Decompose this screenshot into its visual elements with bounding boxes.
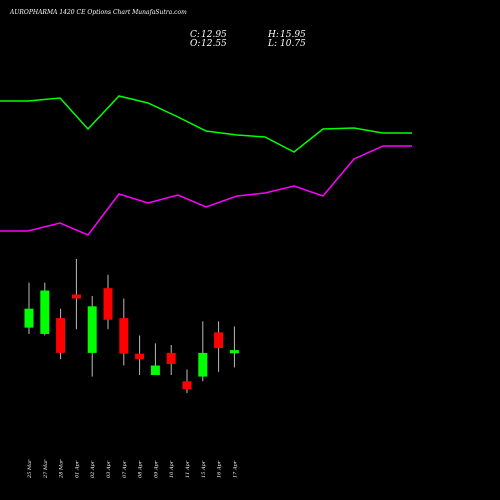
candle-body — [71, 294, 81, 299]
indicator-lines — [0, 95, 412, 236]
candle-09-apr — [150, 343, 160, 375]
candle-body — [135, 353, 145, 360]
x-tick-label: 01 Apr — [74, 460, 80, 478]
candle-25-mar — [24, 282, 34, 334]
candle-10-apr — [166, 345, 176, 375]
candle-body — [40, 290, 50, 334]
candle-28-mar — [56, 308, 66, 360]
x-tick-label: 08 Apr — [138, 460, 144, 478]
candle-body — [103, 288, 113, 320]
candle-body — [150, 365, 160, 375]
candle-08-apr — [135, 335, 145, 375]
x-tick-label: 02 Apr — [90, 460, 96, 478]
candle-11-apr — [182, 369, 192, 394]
high-value: 15.95 — [280, 30, 306, 40]
candle-01-apr — [71, 258, 81, 330]
x-tick-label: 17 Apr — [232, 460, 238, 478]
candle-body — [119, 318, 129, 354]
high-label: H: — [267, 30, 279, 40]
candle-27-mar — [40, 282, 50, 336]
x-tick-label: 09 Apr — [153, 460, 159, 478]
low-value: 10.75 — [280, 39, 306, 49]
candle-03-apr — [103, 274, 113, 330]
x-tick-label: 11 Apr — [185, 460, 191, 478]
x-tick-label: 27 Mar — [43, 459, 49, 479]
x-axis-ticks: 25 Mar 27 Mar 28 Mar 01 Apr 02 Apr 03 Apr 07 A… — [27, 459, 238, 479]
candle-body — [229, 350, 239, 354]
open-value: 12.55 — [201, 39, 227, 49]
low-label: L: — [267, 39, 277, 49]
candle-07-apr — [119, 298, 129, 366]
candles — [24, 258, 239, 394]
open-label: O: — [190, 39, 200, 49]
candle-body — [56, 318, 66, 353]
x-tick-label: 28 Mar — [59, 459, 65, 479]
x-tick-label: 16 Apr — [217, 460, 223, 478]
indicator-line-2 — [0, 145, 412, 236]
candle-16-apr — [214, 321, 224, 372]
x-tick-label: 07 Apr — [122, 460, 128, 478]
candle-body — [87, 306, 97, 353]
candle-body — [24, 308, 34, 328]
candle-15-apr — [198, 321, 208, 382]
candle-02-apr — [87, 296, 97, 377]
close-label: C: — [190, 30, 200, 40]
x-tick-label: 25 Mar — [27, 459, 33, 479]
candle-body — [198, 352, 208, 377]
indicator-line-1 — [0, 95, 412, 153]
close-value: 12.95 — [201, 30, 227, 40]
x-tick-label: 15 Apr — [201, 460, 207, 478]
x-tick-label: 10 Apr — [169, 460, 175, 478]
candle-body — [214, 332, 224, 349]
candle-body — [166, 352, 176, 364]
candle-17-apr — [229, 326, 239, 368]
x-tick-label: 03 Apr — [106, 460, 112, 478]
candle-body — [182, 381, 192, 390]
chart-title: AUROPHARMA 1420 CE Options Chart MunafaS… — [9, 9, 187, 16]
